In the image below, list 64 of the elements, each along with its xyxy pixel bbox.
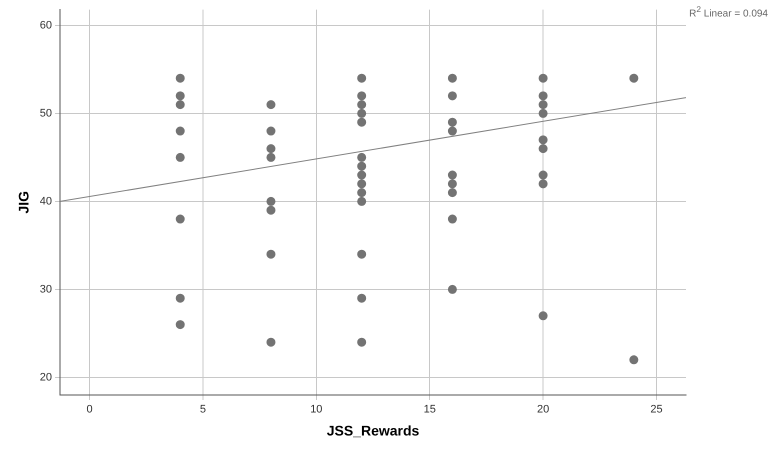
point xyxy=(538,311,548,320)
point xyxy=(538,108,548,118)
text: R$^{2}$ Linear = 0.094 xyxy=(689,4,768,20)
point xyxy=(357,74,366,83)
y-tick-label: 30 xyxy=(40,283,52,296)
x-tick-label: 25 xyxy=(650,404,663,416)
point xyxy=(176,100,185,110)
point xyxy=(266,338,276,347)
point xyxy=(176,126,185,136)
point xyxy=(357,108,366,118)
point xyxy=(266,144,276,154)
point xyxy=(357,250,366,259)
point xyxy=(357,179,366,188)
point xyxy=(538,179,548,188)
point xyxy=(538,135,548,144)
point xyxy=(176,91,185,100)
point xyxy=(176,320,185,330)
point xyxy=(357,91,366,100)
point xyxy=(448,126,457,136)
point xyxy=(538,74,548,83)
x-tick-label: 20 xyxy=(536,404,550,416)
point xyxy=(357,196,366,206)
point xyxy=(266,206,276,215)
point xyxy=(176,152,185,162)
point xyxy=(357,118,366,127)
x-tick-label: 10 xyxy=(310,404,322,416)
point xyxy=(448,91,457,100)
point xyxy=(357,188,366,198)
point xyxy=(448,179,457,188)
point xyxy=(448,170,457,180)
y-tick-label: 60 xyxy=(40,19,52,32)
point xyxy=(448,284,457,294)
x-axis-title: JSS_Rewards xyxy=(326,422,420,438)
x-tick-label: 0 xyxy=(86,404,93,416)
point xyxy=(357,294,366,303)
point xyxy=(357,100,366,110)
point xyxy=(176,214,185,224)
y-tick-label: 20 xyxy=(40,371,52,384)
point xyxy=(357,338,366,347)
y-axis-title: JIG xyxy=(15,190,32,214)
point xyxy=(629,74,638,83)
point xyxy=(448,214,457,224)
point xyxy=(448,74,457,83)
point xyxy=(538,170,548,180)
point xyxy=(538,100,548,110)
point xyxy=(538,144,548,154)
point xyxy=(448,188,457,198)
point xyxy=(448,118,457,127)
point xyxy=(629,355,638,364)
point xyxy=(266,152,276,162)
point xyxy=(357,152,366,162)
point xyxy=(357,162,366,171)
point xyxy=(266,126,276,136)
point xyxy=(266,100,276,110)
point xyxy=(266,196,276,206)
point xyxy=(266,250,276,259)
y-tick-label: 50 xyxy=(40,107,52,120)
x-tick-label: 15 xyxy=(424,404,436,416)
point xyxy=(357,170,366,180)
y-tick-label: 40 xyxy=(40,195,52,208)
point xyxy=(176,294,185,303)
point xyxy=(176,74,185,83)
x-tick-label: 5 xyxy=(200,404,206,416)
point xyxy=(538,91,548,100)
